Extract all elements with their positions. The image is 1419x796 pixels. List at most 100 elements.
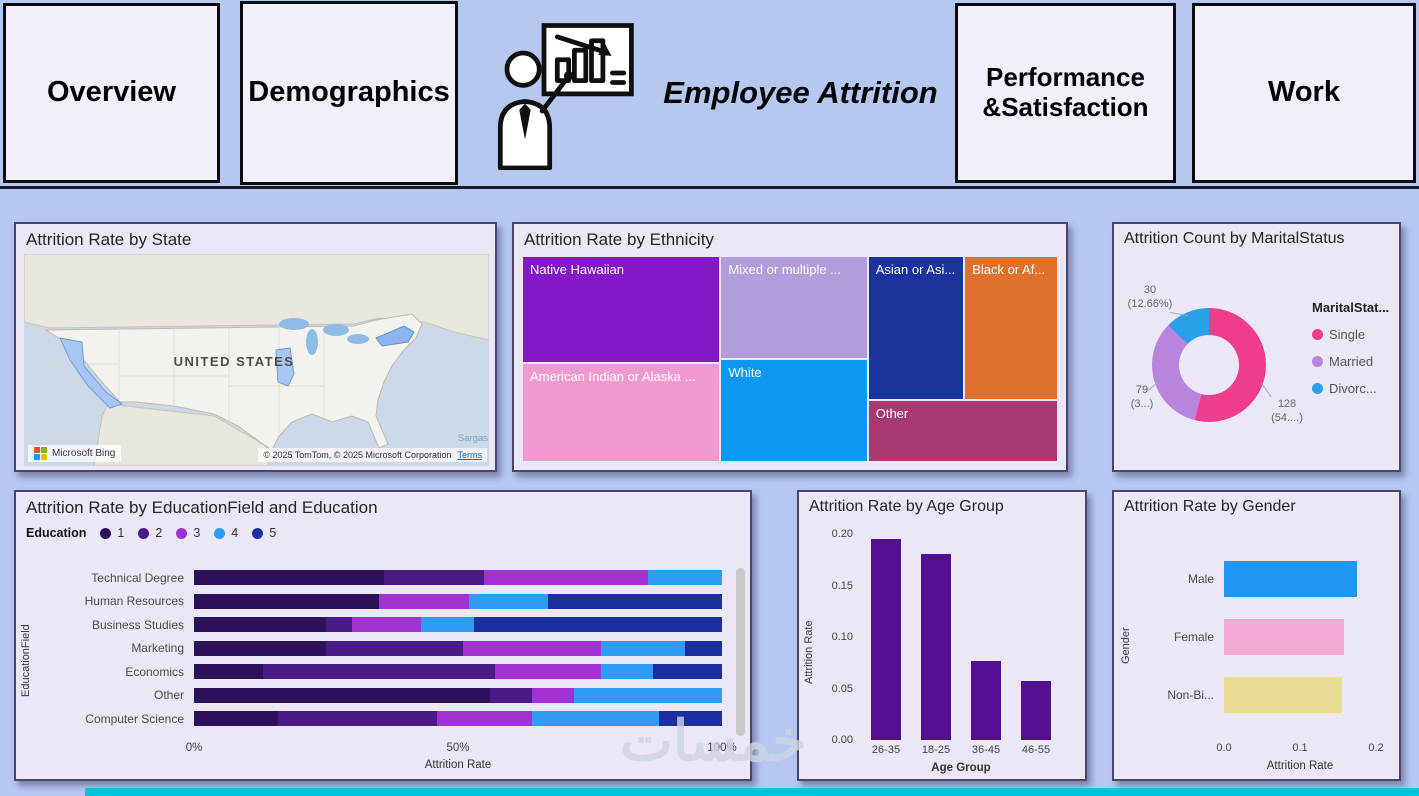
us-map[interactable]: UNITED STATES Sargas Microsoft Bing © 20… — [24, 254, 489, 466]
legend-item[interactable]: 1 — [100, 526, 124, 540]
bar-segment[interactable] — [531, 687, 575, 703]
bar-segment[interactable] — [278, 711, 437, 727]
legend-item[interactable]: Single — [1312, 327, 1389, 342]
donut-hole — [1179, 335, 1239, 395]
chart-scrollbar[interactable] — [736, 568, 745, 736]
bar-segment[interactable] — [194, 687, 490, 703]
bar-segment[interactable] — [194, 711, 279, 727]
bar-segment[interactable] — [194, 640, 326, 656]
bottom-strip[interactable] — [85, 788, 1419, 796]
legend-dot-icon — [1312, 383, 1323, 394]
us-map-canvas[interactable]: UNITED STATES — [24, 254, 489, 466]
nav-button-demographics[interactable]: Demographics — [240, 1, 458, 185]
bar-segment[interactable] — [436, 711, 532, 727]
map-copyright: © 2025 TomTom, © 2025 Microsoft Corporat… — [258, 448, 487, 462]
legend-label: Married — [1329, 354, 1374, 369]
legend-label: Single — [1329, 327, 1366, 342]
axis-tick-label: 0% — [185, 742, 203, 754]
great-lakes — [279, 318, 369, 355]
bar-segment[interactable] — [194, 570, 385, 586]
callout-leader-line — [1260, 382, 1272, 398]
bar-segment[interactable] — [600, 640, 685, 656]
legend-item[interactable]: 3 — [176, 526, 200, 540]
bar[interactable] — [1021, 681, 1051, 740]
terms-link[interactable]: Terms — [457, 450, 483, 460]
legend-item[interactable]: 5 — [252, 526, 276, 540]
category-label: Other — [153, 688, 184, 703]
legend-item[interactable]: Married — [1312, 354, 1389, 369]
bar[interactable] — [1224, 677, 1342, 713]
bar-segment[interactable] — [378, 593, 469, 609]
bar-segment[interactable] — [262, 664, 495, 680]
state-illinois[interactable] — [275, 347, 295, 387]
bar-segment[interactable] — [547, 593, 722, 609]
nav-button-performance-satisfaction[interactable]: Performance &Satisfaction — [955, 3, 1176, 183]
y-axis-label: EducationField — [20, 624, 32, 698]
legend-label: 4 — [231, 526, 239, 540]
treemap-cell[interactable]: Other — [867, 400, 1058, 462]
treemap-cell[interactable]: White — [720, 359, 868, 462]
bar-segment[interactable] — [574, 687, 722, 703]
bar-segment[interactable] — [421, 617, 474, 633]
bar-segment[interactable] — [463, 640, 601, 656]
stacked-bar[interactable] — [194, 687, 722, 703]
treemap-cell[interactable]: Asian or Asi... — [867, 256, 965, 401]
bar-segment[interactable] — [194, 617, 326, 633]
bar-segment[interactable] — [384, 570, 485, 586]
bar-segment[interactable] — [194, 593, 379, 609]
state-california[interactable] — [59, 337, 124, 409]
legend-item[interactable]: 4 — [214, 526, 238, 540]
bar-segment[interactable] — [194, 664, 263, 680]
bar-segment[interactable] — [648, 570, 722, 586]
bar-segment[interactable] — [600, 664, 654, 680]
bar-segment[interactable] — [473, 617, 722, 633]
x-axis-label: Attrition Rate — [1266, 760, 1334, 772]
card-attrition-rate-by-age-group: Attrition Rate by Age Group Attrition Ra… — [797, 490, 1087, 781]
stacked-bar[interactable] — [194, 570, 722, 586]
treemap-cell[interactable]: Native Hawaiian — [522, 256, 721, 364]
stacked-bar[interactable] — [194, 664, 722, 680]
bar[interactable] — [1224, 619, 1345, 655]
treemap-cell[interactable]: American Indian or Alaska ... — [522, 363, 721, 462]
bar[interactable] — [871, 539, 901, 740]
bar-segment[interactable] — [468, 593, 548, 609]
treemap-cell-label: Mixed or multiple ... — [728, 262, 842, 277]
treemap-cell[interactable]: Black or Af... — [964, 256, 1058, 401]
axis-tick-label: 0.20 — [831, 528, 853, 540]
bar[interactable] — [971, 660, 1001, 740]
bing-attribution: Microsoft Bing — [28, 445, 122, 462]
axis-tick-label: 0.1 — [1292, 742, 1308, 754]
bar-segment[interactable] — [352, 617, 422, 633]
legend-item[interactable]: 2 — [138, 526, 162, 540]
axis-tick-label: 18-25 — [921, 744, 951, 756]
us-landmass[interactable] — [44, 313, 423, 451]
state-new-york[interactable] — [375, 325, 415, 347]
bar-row: Female — [1140, 608, 1386, 666]
axis-tick-label: 26-35 — [871, 744, 901, 756]
stacked-bar[interactable] — [194, 711, 722, 727]
stacked-bar[interactable] — [194, 593, 722, 609]
stacked-bar[interactable] — [194, 617, 722, 633]
bar-segment[interactable] — [326, 617, 353, 633]
bar-segment[interactable] — [531, 711, 659, 727]
nav-button-overview[interactable]: Overview — [3, 3, 220, 183]
bar-segment[interactable] — [326, 640, 464, 656]
legend-label: 2 — [155, 526, 163, 540]
bar-segment[interactable] — [658, 711, 722, 727]
bar-segment[interactable] — [494, 664, 601, 680]
legend-item[interactable]: Divorc... — [1312, 381, 1389, 396]
bar-row: Economics — [44, 660, 738, 684]
bar-segment[interactable] — [653, 664, 722, 680]
bar[interactable] — [1224, 561, 1357, 597]
bar-segment[interactable] — [484, 570, 649, 586]
stacked-bar[interactable] — [194, 640, 722, 656]
marital-donut[interactable] — [1152, 308, 1266, 422]
card-title: Attrition Count by MaritalStatus — [1124, 230, 1345, 247]
bar-segment[interactable] — [685, 640, 722, 656]
treemap-cell[interactable]: Mixed or multiple ... — [720, 256, 868, 359]
bar[interactable] — [921, 553, 951, 740]
nav-button-work[interactable]: Work — [1192, 3, 1416, 183]
bar-segment[interactable] — [489, 687, 532, 703]
education-rows: Technical Degree Human Resources Business … — [44, 566, 738, 731]
category-label: Computer Science — [85, 711, 184, 726]
